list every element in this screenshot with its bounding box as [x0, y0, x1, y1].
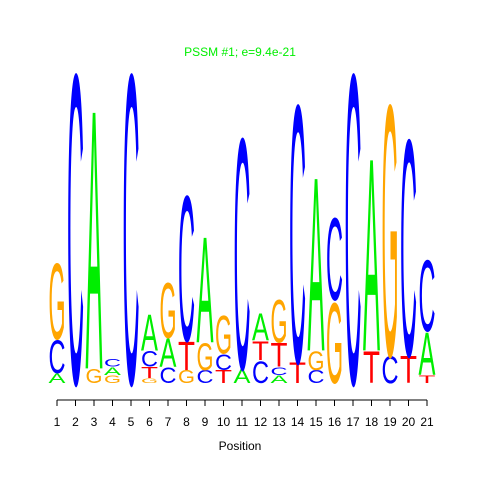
- chart-title: PSSM #1; e=9.4e-21: [184, 45, 296, 59]
- logo-letter: G: [104, 373, 121, 386]
- logo-letter: A: [234, 364, 252, 387]
- logo-letter: A: [104, 365, 122, 378]
- logo-letter: C: [48, 330, 65, 383]
- x-tick-label: 3: [91, 415, 98, 429]
- logo-letter: G: [197, 336, 214, 379]
- logo-letter: G: [271, 286, 288, 355]
- x-tick-label: 18: [365, 415, 379, 429]
- logo-letter: C: [252, 355, 269, 390]
- logo-letter: A: [86, 33, 103, 448]
- logo-letter: C: [160, 362, 177, 387]
- logo-letter: G: [326, 279, 343, 408]
- logo-letter: T: [418, 373, 435, 386]
- logo-letter: A: [308, 125, 325, 404]
- x-tick-label: 2: [72, 415, 79, 429]
- x-tick-label: 19: [383, 415, 397, 429]
- x-tick-label: 5: [128, 415, 135, 429]
- logo-letter: C: [104, 356, 121, 369]
- x-tick-label: 1: [54, 415, 61, 429]
- logo-letter: A: [271, 373, 289, 386]
- logo-letter: C: [178, 154, 195, 386]
- logo-letter: C: [215, 349, 232, 374]
- logo-letter: C: [382, 348, 399, 391]
- logo-letter: C: [234, 69, 251, 439]
- x-tick-label: 4: [109, 415, 116, 429]
- x-tick-label: 14: [291, 415, 305, 429]
- x-tick-label: 9: [202, 415, 209, 429]
- logo-letter: T: [178, 334, 195, 380]
- x-axis-label: Position: [219, 439, 262, 453]
- x-tick-label: 6: [146, 415, 153, 429]
- logo-letter: C: [345, 0, 362, 478]
- logo-letter: C: [123, 0, 140, 478]
- logo-letter: T: [252, 335, 269, 366]
- logo-letter: G: [308, 347, 325, 377]
- x-tick-label: 15: [309, 415, 323, 429]
- logo-letter: C: [326, 193, 343, 325]
- x-tick-label: 13: [272, 415, 286, 429]
- x-tick-label: 12: [254, 415, 268, 429]
- logo-letter: G: [160, 266, 177, 355]
- logo-letter: C: [141, 346, 158, 371]
- x-tick-label: 11: [236, 415, 249, 429]
- logo-letter: C: [67, 0, 84, 478]
- x-tick-label: 17: [346, 415, 360, 429]
- logo-letter: T: [400, 350, 417, 392]
- logo-letter: A: [49, 372, 66, 387]
- logo-letter: A: [363, 100, 380, 410]
- logo-letter: G: [382, 31, 399, 433]
- logo-letter: G: [141, 377, 158, 385]
- logo-letter: C: [419, 239, 436, 353]
- logo-letter: C: [289, 29, 306, 441]
- logo-letter: G: [178, 368, 195, 388]
- logo-letter: T: [215, 367, 232, 387]
- logo-letter: T: [289, 357, 306, 390]
- x-tick-label: 20: [402, 415, 416, 429]
- logo-letter: A: [197, 207, 214, 376]
- logo-letter: C: [196, 367, 213, 387]
- x-tick-label: 16: [328, 415, 342, 429]
- logo-letter: G: [86, 366, 103, 388]
- logo-letter: G: [215, 305, 232, 365]
- logo-letter: T: [270, 336, 287, 374]
- logo-letter: A: [419, 320, 436, 388]
- logo-letter: A: [160, 331, 177, 377]
- logo-letter: C: [271, 364, 288, 377]
- logo-letter: A: [252, 305, 269, 349]
- logo-letter: T: [141, 364, 158, 381]
- logo-letter: C: [400, 75, 417, 422]
- logo-letter: A: [141, 303, 158, 361]
- logo-letter: T: [363, 342, 380, 393]
- logo-letter: G: [49, 241, 66, 363]
- x-tick-label: 7: [165, 415, 172, 429]
- x-tick-label: 10: [217, 415, 231, 429]
- x-tick-label: 8: [183, 415, 190, 429]
- x-tick-label: 21: [420, 415, 434, 429]
- logo-letter: C: [307, 367, 324, 387]
